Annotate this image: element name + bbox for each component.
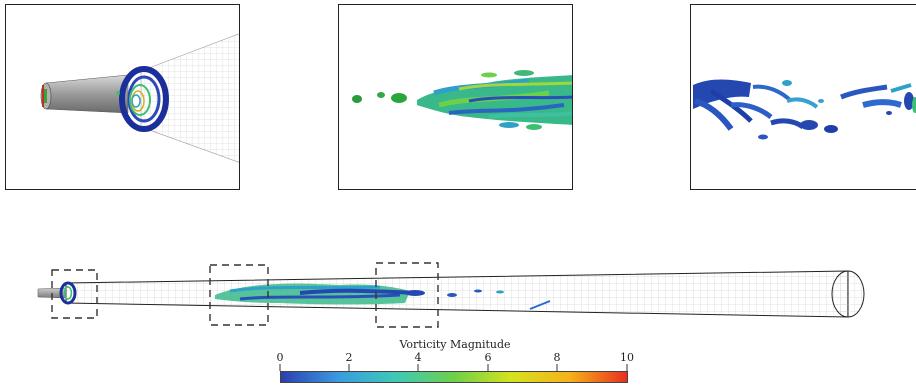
colorbar-tick-10: 10 — [620, 351, 634, 364]
inlet-closeup-panel — [5, 4, 240, 190]
colorbar-tick-2: 2 — [345, 351, 353, 364]
vortex-ring-outer — [119, 66, 169, 132]
colorbar-tick-marks — [279, 364, 628, 371]
inlet-cylinder — [45, 74, 129, 114]
pipe-outlet — [831, 270, 865, 318]
vortex-cloud — [215, 283, 551, 310]
breakdown-closeup-panel — [690, 4, 916, 190]
colorbar-gradient — [280, 371, 628, 383]
transition-highlight-box — [209, 264, 269, 326]
colorbar-tick-4: 4 — [414, 351, 422, 364]
vortex-structures — [693, 79, 916, 140]
vortex-structures — [352, 70, 572, 130]
inlet-closeup-render — [40, 33, 239, 163]
breakdown-closeup-render — [693, 79, 916, 140]
transition-closeup-panel — [338, 4, 573, 190]
mesh-pipe — [140, 33, 239, 163]
colorbar-title: Vorticity Magnitude — [399, 338, 511, 351]
transition-closeup-render — [352, 70, 572, 130]
colorbar-tick-8: 8 — [553, 351, 561, 364]
colorbar-tick-6: 6 — [484, 351, 492, 364]
pipe-body — [65, 270, 849, 318]
inlet-highlight-box — [51, 269, 98, 319]
pipe-overview-render — [37, 262, 865, 328]
breakdown-highlight-box — [375, 262, 439, 328]
colorbar-tick-0: 0 — [276, 351, 284, 364]
